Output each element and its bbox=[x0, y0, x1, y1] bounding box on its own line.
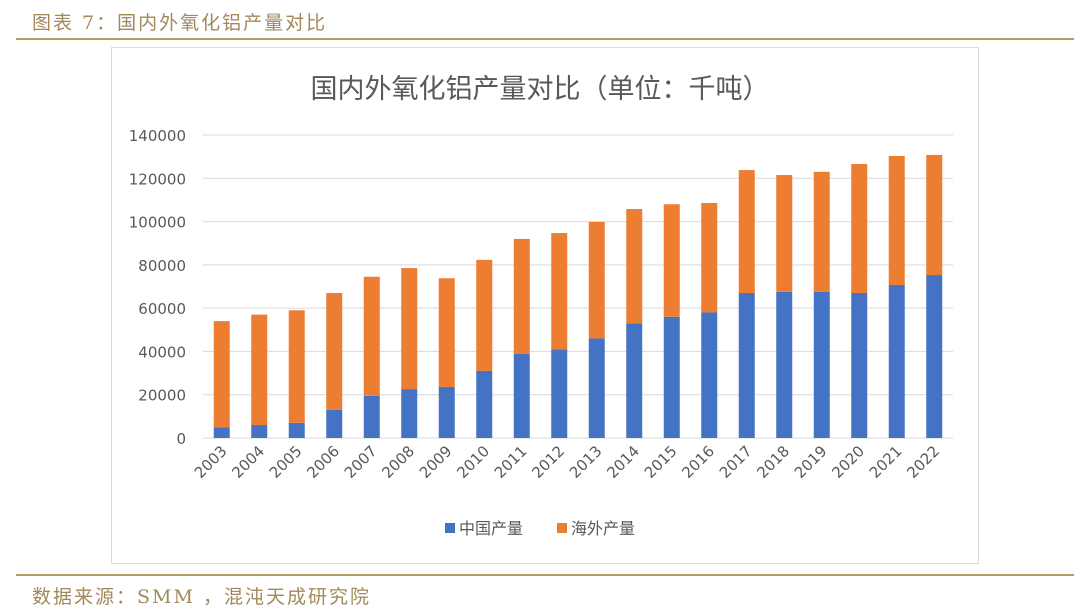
legend-label: 海外产量 bbox=[571, 519, 635, 538]
bar-overseas bbox=[288, 310, 305, 423]
x-tick-label: 2003 bbox=[191, 442, 231, 482]
bar-china bbox=[401, 389, 418, 438]
bar-overseas bbox=[476, 259, 493, 371]
figure-caption: 图表 7：国内外氧化铝产量对比 bbox=[32, 12, 328, 34]
x-tick-label: 2004 bbox=[228, 442, 268, 482]
bar-china bbox=[438, 386, 455, 438]
bar-china bbox=[663, 316, 680, 438]
bar-overseas bbox=[776, 175, 793, 292]
bar-china bbox=[288, 422, 305, 438]
y-tick-label: 40000 bbox=[138, 343, 186, 361]
bar-china bbox=[513, 354, 530, 438]
x-tick-label: 2012 bbox=[528, 442, 568, 482]
bar-china bbox=[701, 312, 718, 438]
x-tick-label: 2006 bbox=[303, 442, 343, 482]
x-tick-label: 2005 bbox=[266, 442, 306, 482]
x-tick-label: 2016 bbox=[678, 442, 718, 482]
bar-china bbox=[551, 349, 568, 438]
y-tick-label: 60000 bbox=[138, 300, 186, 318]
x-tick-label: 2015 bbox=[641, 442, 681, 482]
bar-overseas bbox=[401, 268, 418, 390]
x-tick-label: 2008 bbox=[378, 442, 418, 482]
x-tick-label: 2021 bbox=[866, 442, 906, 482]
bar-overseas bbox=[588, 222, 605, 339]
legend-swatch bbox=[445, 523, 455, 533]
bar-china bbox=[213, 427, 230, 438]
chart-title: 国内外氧化铝产量对比（单位：千吨） bbox=[311, 74, 770, 105]
x-tick-label: 2009 bbox=[416, 442, 456, 482]
bar-china bbox=[588, 338, 605, 438]
y-tick-label: 20000 bbox=[138, 387, 186, 405]
x-tick-label: 2014 bbox=[603, 442, 643, 482]
bar-overseas bbox=[888, 155, 905, 285]
bar-overseas bbox=[701, 202, 718, 313]
bar-overseas bbox=[213, 321, 230, 428]
legend-label: 中国产量 bbox=[459, 519, 523, 538]
bar-overseas bbox=[326, 292, 343, 410]
chart-frame bbox=[111, 47, 979, 564]
y-tick-label: 100000 bbox=[129, 214, 186, 232]
x-tick-label: 2013 bbox=[566, 442, 606, 482]
bar-china bbox=[326, 409, 343, 438]
bar-overseas bbox=[926, 154, 943, 276]
bar-overseas bbox=[738, 170, 755, 293]
x-tick-label: 2020 bbox=[828, 442, 868, 482]
footer-divider bbox=[16, 574, 1074, 576]
x-tick-label: 2019 bbox=[791, 442, 831, 482]
x-tick-label: 2017 bbox=[716, 442, 756, 482]
bar-overseas bbox=[363, 276, 380, 396]
bar-china bbox=[851, 292, 868, 438]
x-tick-label: 2010 bbox=[453, 442, 493, 482]
bar-china bbox=[888, 284, 905, 438]
bar-overseas bbox=[663, 204, 680, 317]
y-tick-label: 120000 bbox=[129, 170, 186, 188]
bar-overseas bbox=[438, 278, 455, 387]
bar-china bbox=[363, 395, 380, 438]
bar-overseas bbox=[813, 171, 830, 292]
bar-china bbox=[251, 425, 268, 438]
bar-china bbox=[626, 323, 643, 438]
y-tick-label: 0 bbox=[176, 430, 186, 448]
bar-overseas bbox=[513, 238, 530, 355]
y-tick-label: 140000 bbox=[129, 127, 186, 145]
header-divider bbox=[16, 38, 1074, 40]
bar-overseas bbox=[551, 233, 568, 350]
x-tick-label: 2018 bbox=[753, 442, 793, 482]
bar-china bbox=[926, 275, 943, 438]
x-tick-label: 2007 bbox=[341, 442, 381, 482]
x-tick-label: 2022 bbox=[903, 442, 943, 482]
bar-china bbox=[738, 292, 755, 438]
x-tick-label: 2011 bbox=[491, 442, 531, 482]
bar-overseas bbox=[626, 209, 643, 324]
bar-china bbox=[776, 291, 793, 438]
bar-overseas bbox=[251, 314, 268, 426]
legend-swatch bbox=[557, 523, 567, 533]
y-tick-label: 80000 bbox=[138, 257, 186, 275]
bar-china bbox=[813, 291, 830, 438]
bar-overseas bbox=[851, 164, 868, 293]
bar-china bbox=[476, 370, 493, 438]
source-note: 数据来源：SMM ，混沌天成研究院 bbox=[32, 586, 371, 608]
